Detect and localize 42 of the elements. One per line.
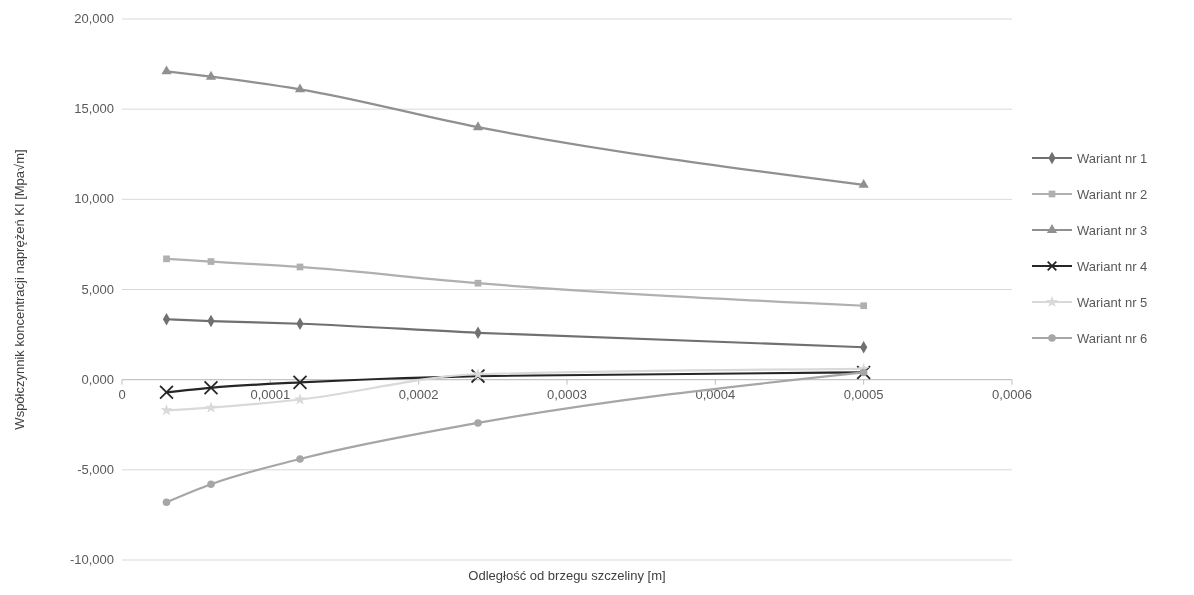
- point: [470, 368, 486, 384]
- x-axis-title: Odległość od brzegu szczeliny [m]: [468, 568, 666, 583]
- point: [860, 302, 868, 310]
- x-tick-label: 0: [118, 386, 126, 402]
- y-tick-label: 20,000: [74, 11, 114, 26]
- x-tick-label: 0,0002: [398, 386, 439, 402]
- point: [207, 258, 215, 265]
- point: [471, 367, 485, 380]
- point: [163, 255, 170, 263]
- x-tick-label: 0,0005: [843, 386, 884, 402]
- point: [159, 384, 174, 400]
- y-tick-label: 0,000: [81, 371, 114, 387]
- x-tick-label: 0,0006: [992, 386, 1032, 402]
- legend-label: Wariant nr 4: [1077, 259, 1148, 274]
- legend-label: Wariant nr 3: [1077, 223, 1148, 238]
- point: [162, 498, 171, 507]
- point: [294, 83, 306, 93]
- point: [203, 380, 219, 396]
- y-axis-title: Współczynnik koncentracji naprężeń KI [Mpa√m]: [12, 149, 27, 430]
- legend-label: Wariant nr 6: [1077, 331, 1148, 346]
- point: [474, 279, 482, 287]
- point: [474, 419, 482, 427]
- point: [161, 65, 172, 75]
- point: [292, 375, 308, 390]
- y-tick-label: -5,000: [77, 461, 114, 477]
- point: [472, 121, 484, 131]
- point: [160, 403, 173, 416]
- legend-label: Wariant nr 1: [1077, 151, 1148, 166]
- legend-label: Wariant nr 5: [1077, 295, 1148, 310]
- x-tick-label: 0,0001: [250, 386, 291, 402]
- point: [207, 480, 215, 489]
- point: [205, 70, 217, 80]
- y-tick-label: 15,000: [74, 101, 114, 117]
- x-tick-label: 0,0004: [695, 386, 736, 402]
- legend-label: Wariant nr 2: [1077, 187, 1148, 202]
- x-tick-label: 0,0003: [547, 386, 587, 402]
- y-tick-label: 5,000: [81, 281, 114, 297]
- point: [856, 365, 872, 380]
- point: [858, 179, 869, 188]
- y-tick-label: 10,000: [74, 191, 114, 207]
- point: [296, 455, 304, 463]
- y-tick-label: -10,000: [69, 552, 114, 567]
